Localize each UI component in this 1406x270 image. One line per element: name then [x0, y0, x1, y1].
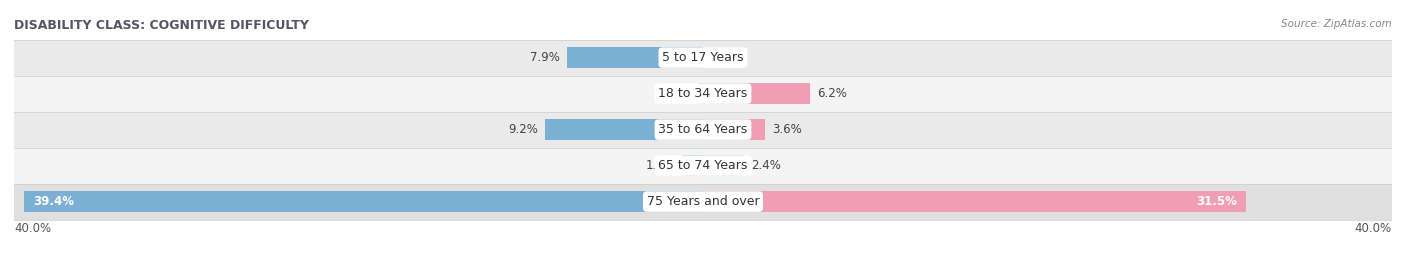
Text: 2.4%: 2.4%	[751, 159, 782, 172]
Text: DISABILITY CLASS: COGNITIVE DIFFICULTY: DISABILITY CLASS: COGNITIVE DIFFICULTY	[14, 19, 309, 32]
Bar	[14, 76, 1392, 112]
Bar	[567, 47, 703, 68]
Text: 75 Years and over: 75 Years and over	[647, 195, 759, 208]
Text: Source: ZipAtlas.com: Source: ZipAtlas.com	[1281, 19, 1392, 29]
Bar	[682, 155, 703, 176]
Text: 65 to 74 Years: 65 to 74 Years	[658, 159, 748, 172]
Bar	[14, 184, 1392, 220]
Text: 7.9%: 7.9%	[530, 51, 560, 64]
Text: 9.2%: 9.2%	[508, 123, 537, 136]
Bar	[24, 191, 703, 212]
Text: 1.2%: 1.2%	[645, 159, 675, 172]
Text: 35 to 64 Years: 35 to 64 Years	[658, 123, 748, 136]
Bar	[14, 40, 1392, 76]
Text: 3.6%: 3.6%	[772, 123, 801, 136]
Bar	[699, 83, 703, 104]
Bar	[544, 119, 703, 140]
Text: 18 to 34 Years: 18 to 34 Years	[658, 87, 748, 100]
Text: 0.0%: 0.0%	[710, 51, 740, 64]
Text: 39.4%: 39.4%	[32, 195, 75, 208]
Bar	[703, 155, 744, 176]
Text: 40.0%: 40.0%	[1355, 222, 1392, 235]
Bar	[703, 83, 810, 104]
Bar	[14, 112, 1392, 148]
Text: 6.2%: 6.2%	[817, 87, 846, 100]
Bar	[703, 191, 1246, 212]
Text: 0.24%: 0.24%	[655, 87, 692, 100]
Text: 40.0%: 40.0%	[14, 222, 51, 235]
Text: 5 to 17 Years: 5 to 17 Years	[662, 51, 744, 64]
Text: 31.5%: 31.5%	[1197, 195, 1237, 208]
Bar	[703, 119, 765, 140]
Bar	[14, 148, 1392, 184]
